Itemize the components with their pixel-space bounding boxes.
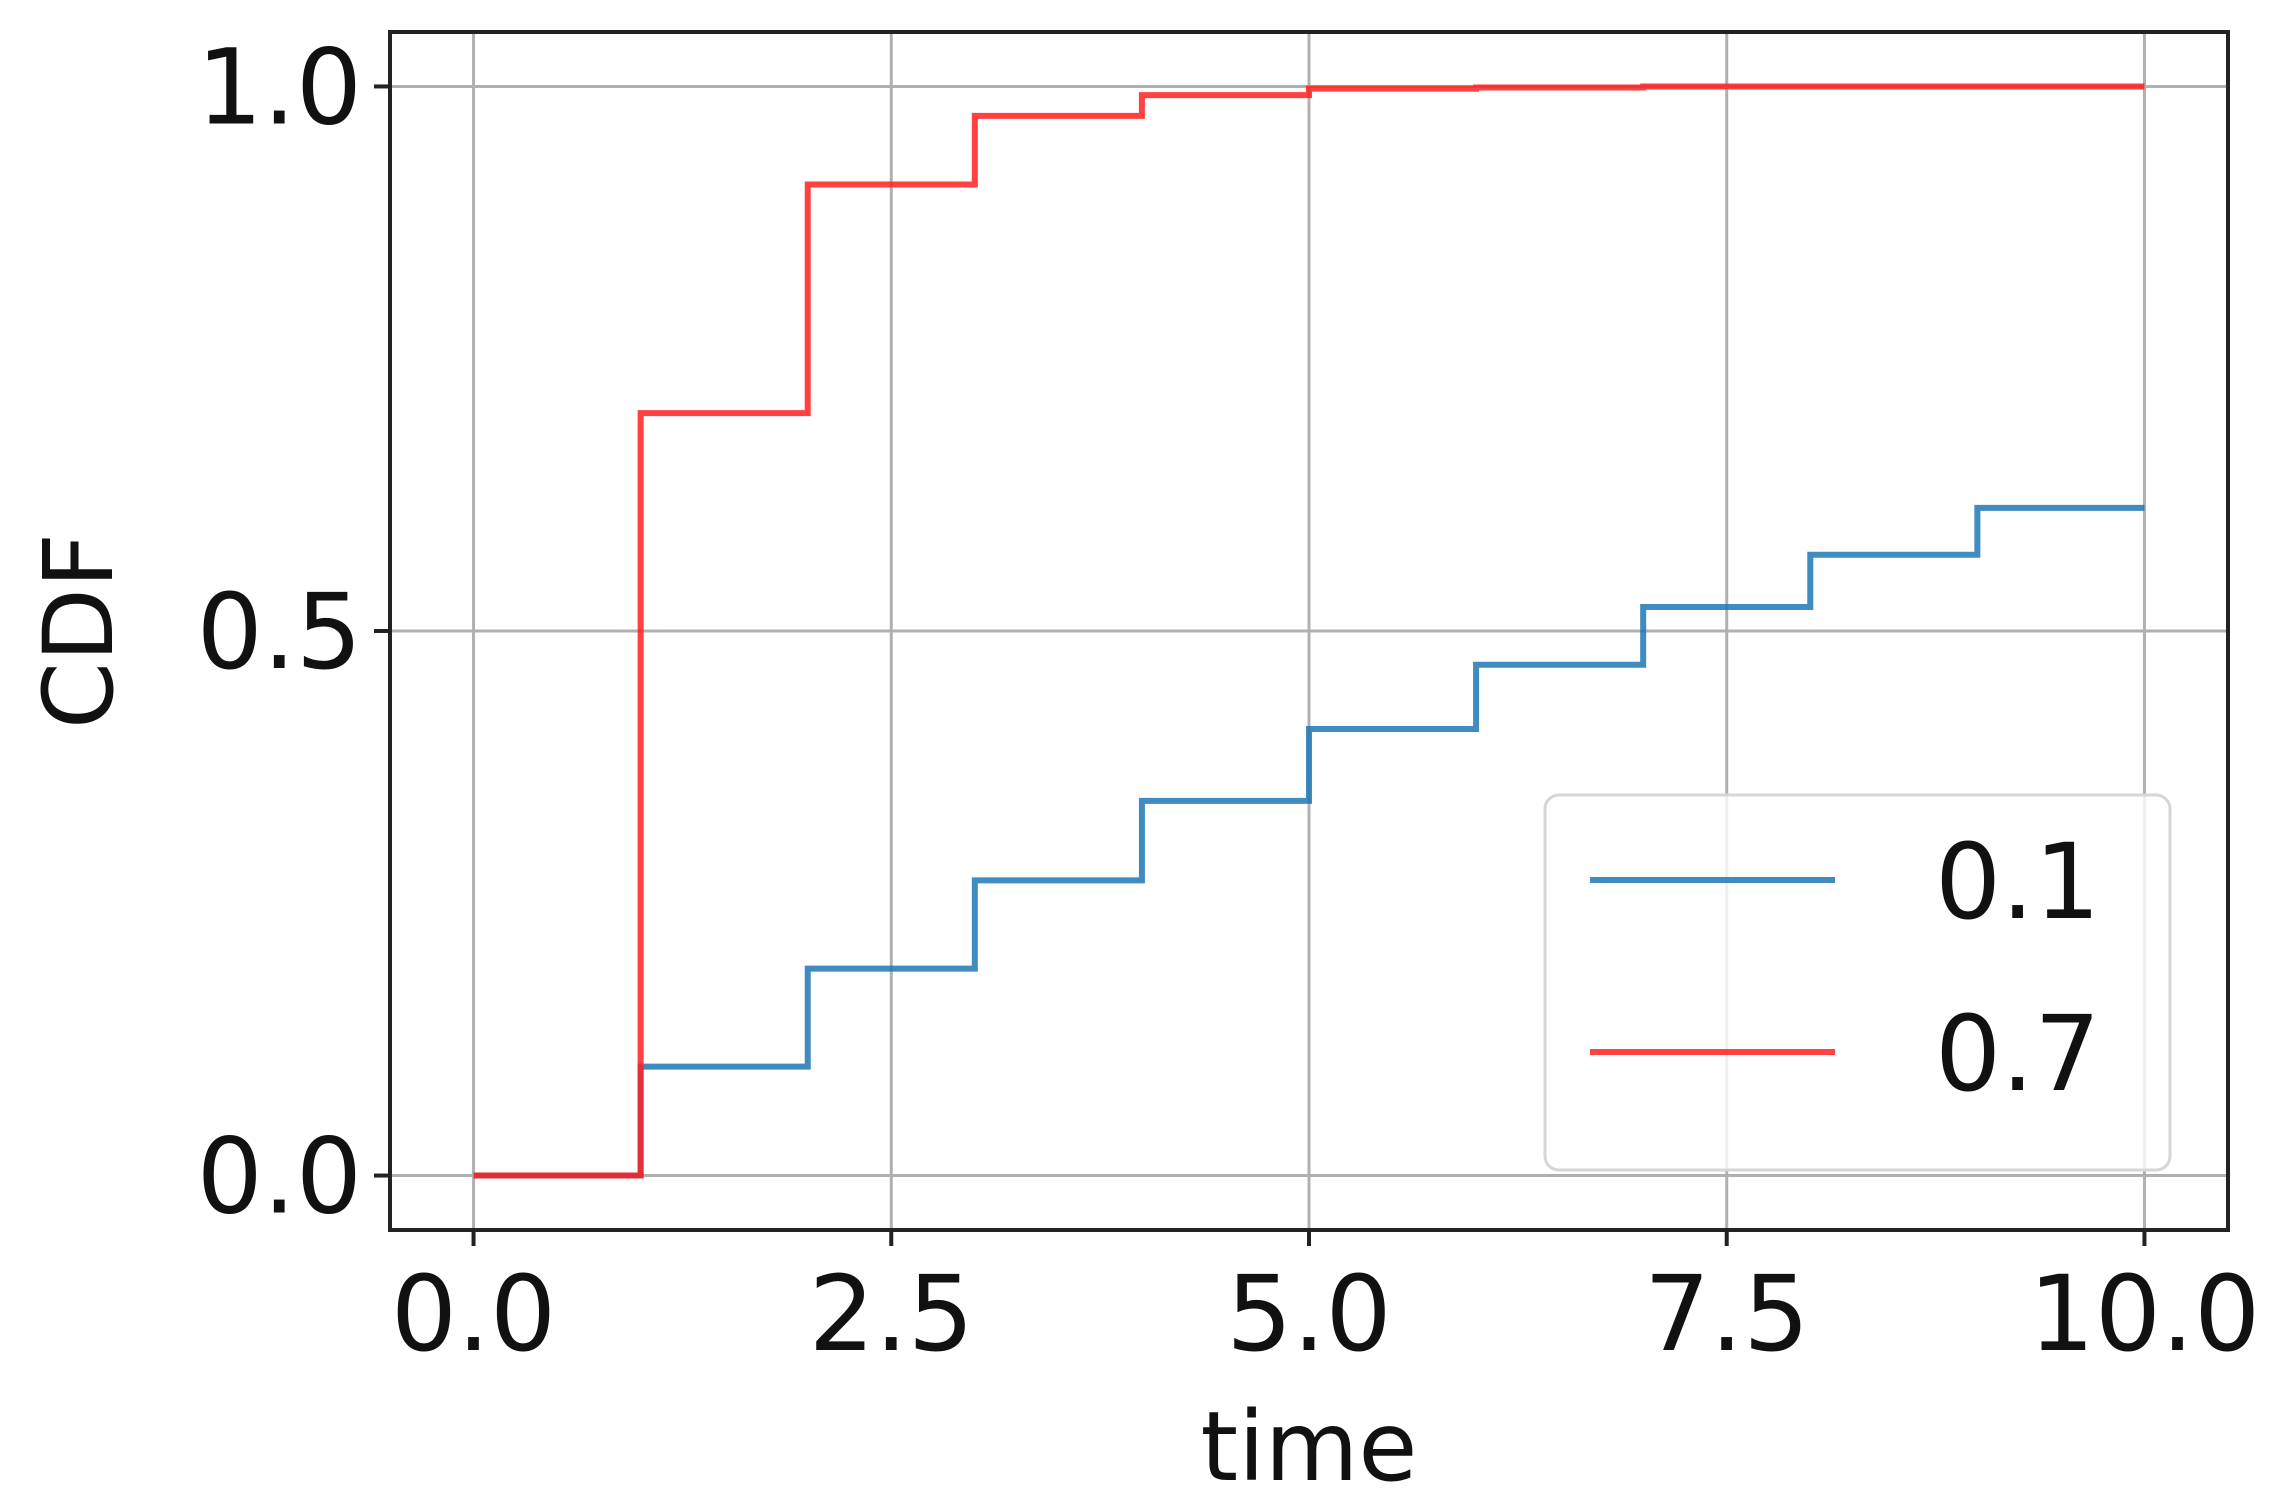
legend: 0.10.7 xyxy=(1543,793,2172,1172)
grid-lines xyxy=(390,32,2228,1230)
x-tick-label: 7.5 xyxy=(1644,1253,1809,1375)
legend-label: 0.7 xyxy=(1935,993,2100,1115)
series-lines xyxy=(473,83,2145,1179)
axis-ticks: 0.0 2.5 5.0 7.5 10.0 0.0 0.5 1.0 xyxy=(197,26,2261,1375)
series-line-0 xyxy=(473,504,2145,1179)
x-tick-label: 0.0 xyxy=(391,1253,556,1375)
x-tick-label: 2.5 xyxy=(809,1253,974,1375)
x-tick-label: 5.0 xyxy=(1226,1253,1391,1375)
y-tick-label: 0.0 xyxy=(197,1116,362,1238)
x-tick-label: 10.0 xyxy=(2029,1253,2261,1375)
y-tick-label: 0.5 xyxy=(197,571,362,693)
series-line-1 xyxy=(473,83,2145,1179)
y-tick-label: 1.0 xyxy=(197,26,362,148)
x-axis-label: time xyxy=(1201,1391,1418,1503)
y-axis-label: CDF xyxy=(23,533,135,729)
legend-box xyxy=(1543,793,2172,1172)
legend-label: 0.1 xyxy=(1935,821,2100,943)
